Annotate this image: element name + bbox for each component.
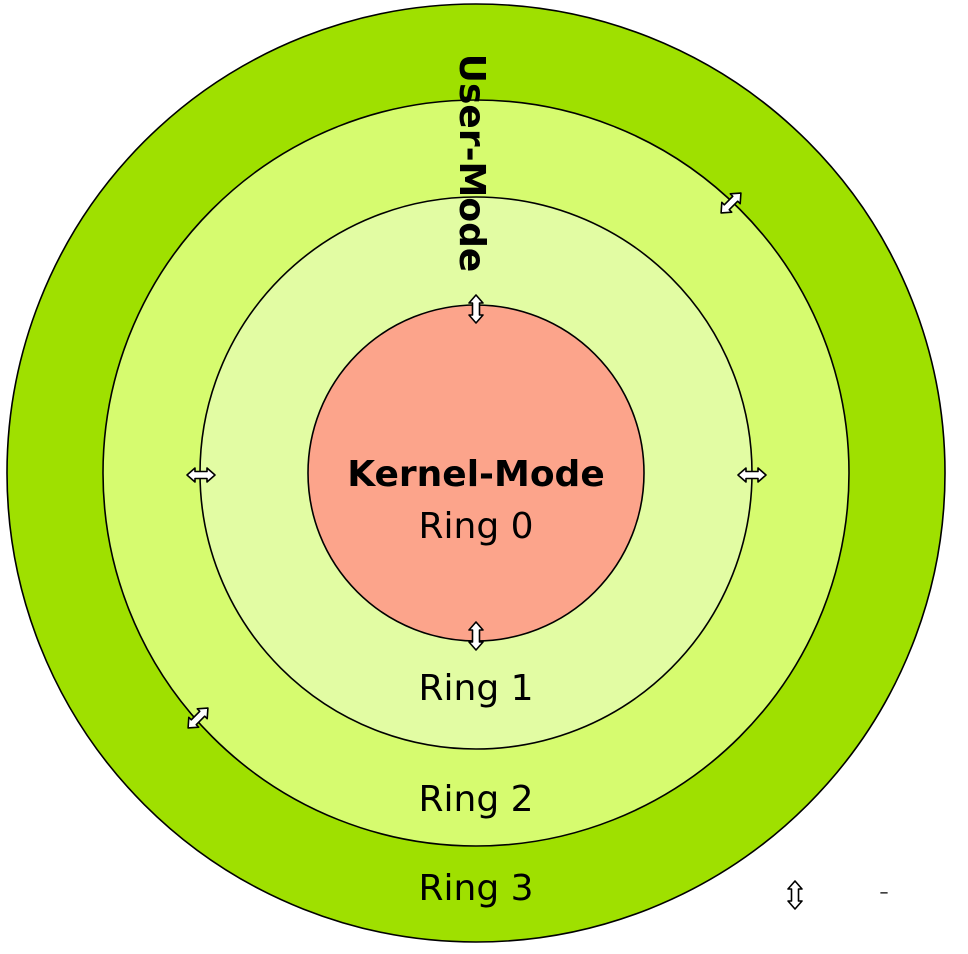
user-mode-label: User-Mode xyxy=(451,54,492,273)
ring-0-label: Ring 0 xyxy=(418,506,533,547)
ring-1-label: Ring 1 xyxy=(418,668,533,709)
legend-arrow-icon xyxy=(787,880,803,910)
ring-3-label: Ring 3 xyxy=(418,868,533,909)
ring-2-label: Ring 2 xyxy=(418,779,533,820)
legend-dash: – xyxy=(880,882,889,903)
kernel-mode-label: Kernel-Mode xyxy=(347,454,605,495)
